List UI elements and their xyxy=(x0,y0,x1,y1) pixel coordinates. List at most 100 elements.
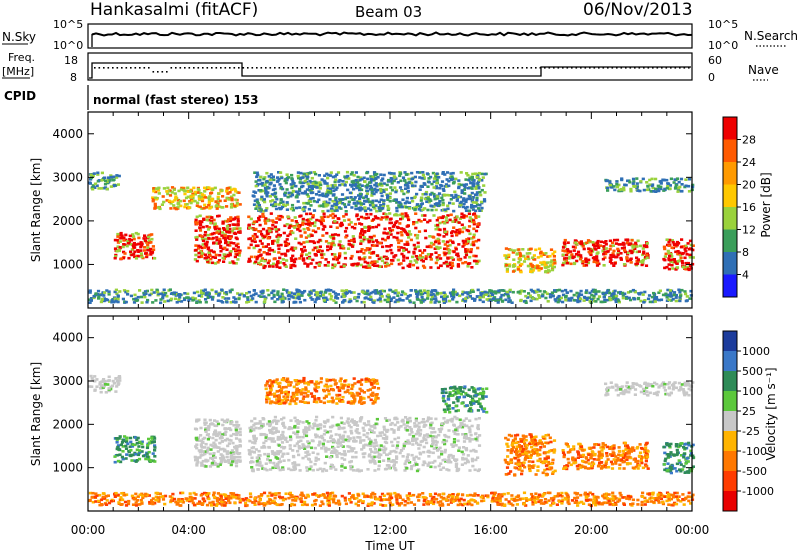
echo-cell xyxy=(161,296,165,300)
echo-cell xyxy=(324,258,328,261)
echo-cell xyxy=(605,250,609,254)
echo-cell xyxy=(674,293,678,297)
echo-cell xyxy=(153,206,157,209)
echo-cell xyxy=(251,297,255,300)
echo-cell xyxy=(416,258,420,261)
echo-cell xyxy=(206,260,210,263)
echo-cell xyxy=(113,455,117,458)
echo-cell xyxy=(390,440,394,444)
echo-cell xyxy=(451,240,455,244)
echo-cell xyxy=(427,180,431,184)
echo-cell xyxy=(230,461,234,465)
echo-cell xyxy=(626,251,630,255)
echo-cell xyxy=(350,225,354,229)
echo-cell xyxy=(657,291,661,294)
echo-cell xyxy=(380,194,384,198)
echo-cell xyxy=(623,249,627,252)
echo-cell xyxy=(210,298,215,301)
echo-cell xyxy=(446,244,450,248)
echo-cell xyxy=(476,180,481,184)
echo-cell xyxy=(460,212,464,216)
echo-cell xyxy=(234,464,239,468)
echo-cell xyxy=(278,266,282,269)
echo-cell xyxy=(289,292,293,295)
nave-dot xyxy=(94,67,96,69)
echo-cell xyxy=(291,454,296,458)
echo-cell xyxy=(257,216,261,220)
echo-cell xyxy=(378,297,382,300)
echo-cell xyxy=(564,288,568,292)
echo-cell xyxy=(310,184,315,188)
echo-cell xyxy=(542,253,546,256)
echo-cell xyxy=(199,454,203,457)
echo-cell xyxy=(268,178,272,182)
echo-cell xyxy=(230,288,234,292)
echo-cell xyxy=(574,252,579,256)
echo-cell xyxy=(318,426,323,430)
echo-cell xyxy=(152,248,156,251)
nave-dot xyxy=(314,67,317,69)
echo-cell xyxy=(418,257,422,260)
echo-cell xyxy=(387,231,391,234)
echo-cell xyxy=(421,208,425,212)
echo-cell xyxy=(100,298,104,302)
echo-cell xyxy=(217,232,221,235)
echo-cell xyxy=(684,267,688,271)
echo-cell xyxy=(344,438,348,442)
echo-cell xyxy=(286,294,290,298)
echo-cell xyxy=(439,468,443,471)
echo-cell xyxy=(328,247,333,251)
echo-cell xyxy=(383,433,387,436)
echo-cell xyxy=(593,258,597,262)
echo-cell xyxy=(149,251,153,254)
echo-cell xyxy=(471,290,475,293)
echo-cell xyxy=(396,294,400,297)
echo-cell xyxy=(216,434,220,437)
echo-cell xyxy=(238,227,242,230)
echo-cell xyxy=(268,422,273,426)
echo-cell xyxy=(629,261,633,264)
echo-cell xyxy=(389,186,393,189)
echo-cell xyxy=(358,183,362,186)
echo-cell xyxy=(215,231,219,234)
echo-cell xyxy=(339,246,343,250)
nave-dot xyxy=(494,67,497,69)
echo-cell xyxy=(112,178,116,181)
echo-cell xyxy=(665,299,669,302)
echo-cell xyxy=(275,180,280,183)
echo-cell xyxy=(109,185,113,188)
echo-cell xyxy=(450,175,454,178)
echo-cell xyxy=(401,215,405,218)
echo-cell xyxy=(379,182,383,185)
echo-cell xyxy=(604,179,608,183)
echo-cell xyxy=(375,260,379,263)
colorbar-tick-label: 12 xyxy=(742,224,756,237)
echo-cell xyxy=(337,452,342,455)
echo-cell xyxy=(154,299,158,302)
echo-cell xyxy=(684,244,688,248)
echo-cell xyxy=(250,466,254,469)
echo-cell xyxy=(402,256,406,259)
echo-cell xyxy=(284,265,288,268)
echo-cell xyxy=(415,203,419,206)
echo-cell xyxy=(215,242,219,245)
echo-cell xyxy=(405,424,409,428)
echo-cell xyxy=(564,298,568,302)
echo-cell xyxy=(349,299,353,303)
echo-cell xyxy=(474,209,478,213)
echo-cell xyxy=(193,427,198,431)
echo-cell xyxy=(454,193,458,197)
echo-cell xyxy=(629,298,633,302)
echo-cell xyxy=(301,208,305,211)
echo-cell xyxy=(151,245,155,248)
echo-cell xyxy=(321,210,325,213)
echo-cell xyxy=(134,243,138,246)
echo-cell xyxy=(130,445,135,448)
echo-cell xyxy=(678,251,682,255)
echo-cell xyxy=(418,188,422,191)
echo-cell xyxy=(299,242,303,246)
echo-cell xyxy=(270,176,274,180)
echo-cell xyxy=(591,241,595,244)
echo-cell xyxy=(272,194,276,197)
echo-cell xyxy=(292,431,296,434)
